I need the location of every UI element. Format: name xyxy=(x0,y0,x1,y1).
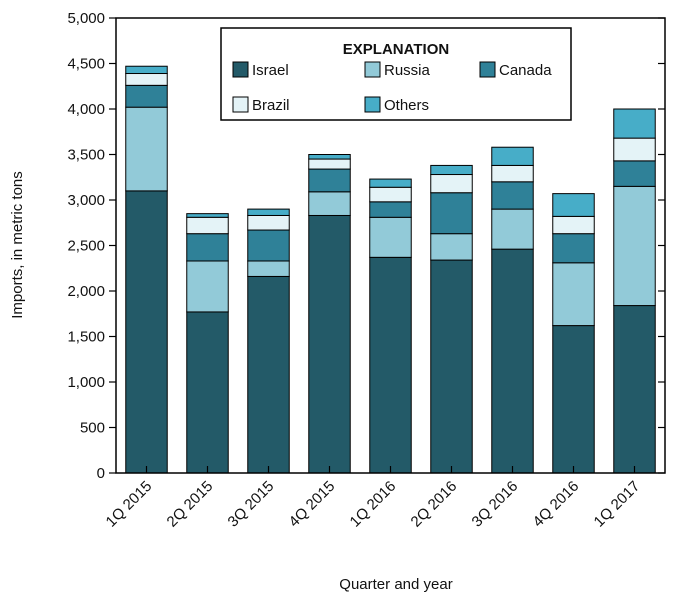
bar-segment-canada xyxy=(552,233,595,264)
bar-segment-russia xyxy=(369,216,412,258)
x-tick-label: 1Q 2016 xyxy=(347,478,400,531)
bar-segment-others xyxy=(308,154,351,160)
bar-segment-others xyxy=(430,164,473,176)
bar-segment-russia xyxy=(308,191,351,216)
bar-segment-others xyxy=(125,65,168,75)
bar-segment-brazil xyxy=(613,137,656,162)
x-tick-label: 4Q 2015 xyxy=(286,478,339,531)
bar-segment-russia xyxy=(491,208,534,250)
x-axis: 1Q 2015 2Q 2015 3Q 2015 4Q 2015 1Q 2016 2Q 20… xyxy=(103,466,644,531)
bar-segment-russia xyxy=(186,260,229,313)
bar-segment-israel xyxy=(430,259,473,474)
y-tick-label: 1,000 xyxy=(67,374,105,391)
x-tick-label: 2Q 2015 xyxy=(164,478,217,531)
legend-swatch-others xyxy=(364,96,381,113)
bar-segment-canada xyxy=(613,160,656,187)
legend-label-canada: Canada xyxy=(499,62,552,79)
y-tick-label: 1,500 xyxy=(67,329,105,346)
bar-segment-canada xyxy=(491,181,534,210)
y-tick-label: 3,000 xyxy=(67,192,105,209)
bar-segment-israel xyxy=(308,214,351,474)
bar-segment-israel xyxy=(186,311,229,474)
legend: EXPLANATION Israel Russia Canada Brazil Othe… xyxy=(220,27,572,121)
legend-label-russia: Russia xyxy=(384,62,431,79)
bar-segment-russia xyxy=(430,233,473,261)
y-tick-label: 4,500 xyxy=(67,56,105,73)
bar-segment-others xyxy=(613,108,656,139)
y-axis-title: Imports, in metric tons xyxy=(9,171,26,319)
legend-swatch-russia xyxy=(364,61,381,78)
bar-segment-israel xyxy=(247,275,290,474)
legend-label-brazil: Brazil xyxy=(252,97,290,114)
bar-segment-others xyxy=(552,193,595,217)
x-tick-label: 3Q 2015 xyxy=(225,478,278,531)
bar-segment-israel xyxy=(613,305,656,474)
legend-swatch-brazil xyxy=(232,96,249,113)
bar-segment-israel xyxy=(369,256,412,474)
y-tick-label: 2,500 xyxy=(67,238,105,255)
bar-segment-brazil xyxy=(186,216,229,235)
bar-segment-others xyxy=(247,208,290,216)
x-axis-title: Quarter and year xyxy=(339,576,452,593)
x-tick-label: 4Q 2016 xyxy=(530,478,583,531)
bar-segment-canada xyxy=(369,201,412,218)
bar-segment-canada xyxy=(308,168,351,193)
x-tick-label: 1Q 2015 xyxy=(103,478,156,531)
y-tick-label: 0 xyxy=(97,465,105,482)
bar-segment-russia xyxy=(552,262,595,327)
legend-swatch-israel xyxy=(232,61,249,78)
x-tick-label: 3Q 2016 xyxy=(469,478,522,531)
x-tick-label: 1Q 2017 xyxy=(591,478,644,531)
bar-segment-others xyxy=(491,146,534,166)
bar-segment-brazil xyxy=(430,174,473,194)
bar-segment-russia xyxy=(247,260,290,277)
bar-segment-others xyxy=(186,213,229,218)
bar-segment-israel xyxy=(552,325,595,474)
bar-segment-canada xyxy=(247,229,290,262)
bars xyxy=(125,65,656,474)
bar-segment-brazil xyxy=(369,186,412,203)
bar-segment-brazil xyxy=(491,164,534,183)
legend-label-israel: Israel xyxy=(252,62,289,79)
legend-box xyxy=(220,27,572,121)
bar-segment-others xyxy=(369,178,412,188)
bar-segment-brazil xyxy=(552,215,595,235)
bar-segment-canada xyxy=(430,192,473,235)
legend-label-others: Others xyxy=(384,97,429,114)
y-tick-label: 5,000 xyxy=(67,10,105,27)
bar-segment-israel xyxy=(125,190,168,474)
y-tick-label: 500 xyxy=(80,420,105,437)
y-tick-label: 4,000 xyxy=(67,101,105,118)
bar-segment-israel xyxy=(491,248,534,474)
x-tick-label: 2Q 2016 xyxy=(408,478,461,531)
y-tick-label: 3,500 xyxy=(67,147,105,164)
y-tick-label: 2,000 xyxy=(67,283,105,300)
bar-segment-brazil xyxy=(125,73,168,86)
y-axis: 0 500 1,000 1,500 2,000 2,500 3,000 3,500 4,000 4… xyxy=(67,10,665,482)
legend-swatch-canada xyxy=(479,61,496,78)
bar-segment-canada xyxy=(125,84,168,108)
bar-segment-canada xyxy=(186,233,229,262)
legend-items: Israel Russia Canada Brazil Others xyxy=(232,61,552,114)
bar-segment-brazil xyxy=(247,214,290,231)
bar-segment-russia xyxy=(613,185,656,307)
legend-title: EXPLANATION xyxy=(343,41,449,58)
bar-segment-russia xyxy=(125,106,168,192)
bar-segment-brazil xyxy=(308,158,351,170)
